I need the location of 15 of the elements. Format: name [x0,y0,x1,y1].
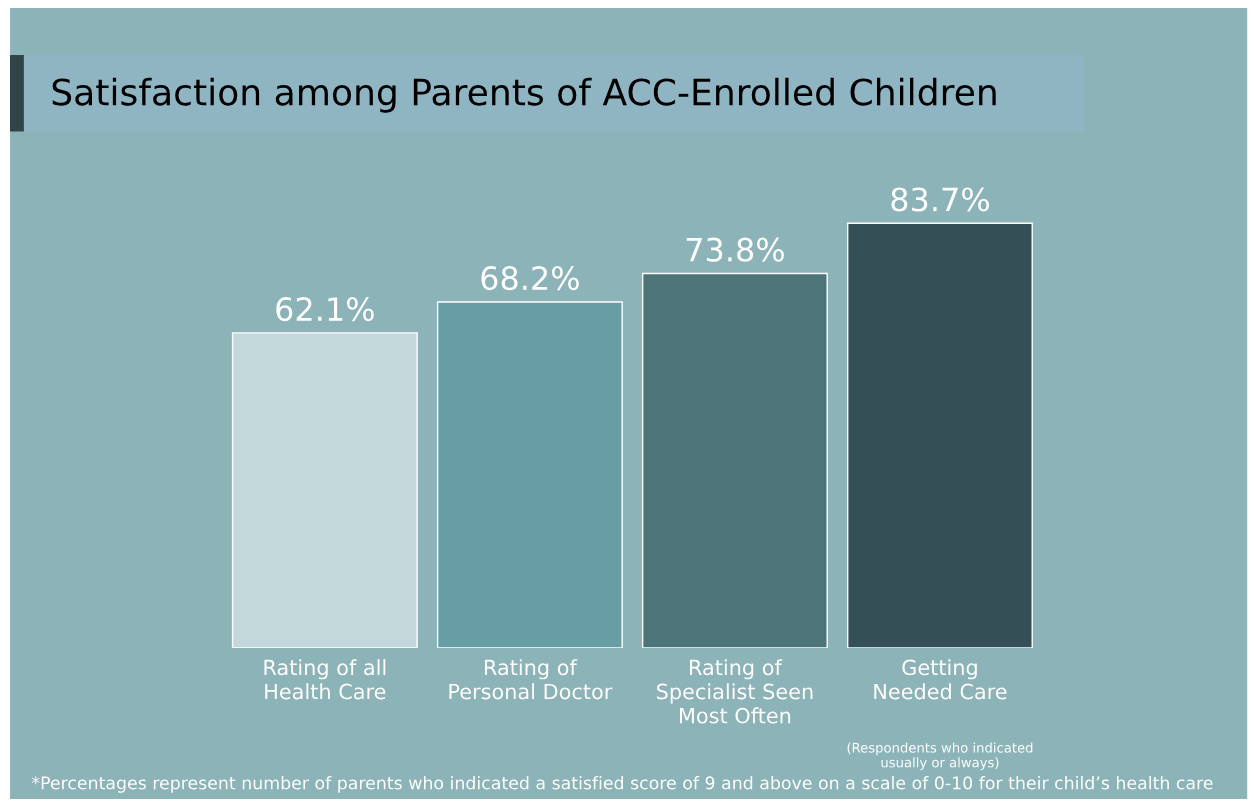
bar [436,301,623,649]
data-label: 73.8% [686,237,784,262]
bar [846,222,1033,649]
chart-title: Satisfaction among Parents of ACC-Enrolled Children [52,77,996,113]
x-tick-label: Rating of all Health Care [264,659,386,700]
data-label: 68.2% [481,266,579,291]
data-label: 62.1% [276,296,374,322]
x-tick-label: Rating of Specialist Seen Most Often [657,659,813,724]
x-tick-label: Rating of Personal Doctor [449,659,613,700]
bar [641,272,828,649]
x-tick-label: Getting Needed Care [874,659,1007,700]
bar [231,332,418,649]
data-label: 83.7% [891,187,989,212]
text: *Percentages represent number of parents who indicated a satisfied score of 9 and above on a scale of 0-10 for their child’s health care [31,776,1213,793]
text: (Respondents who indicated usually or always) [847,742,1033,770]
